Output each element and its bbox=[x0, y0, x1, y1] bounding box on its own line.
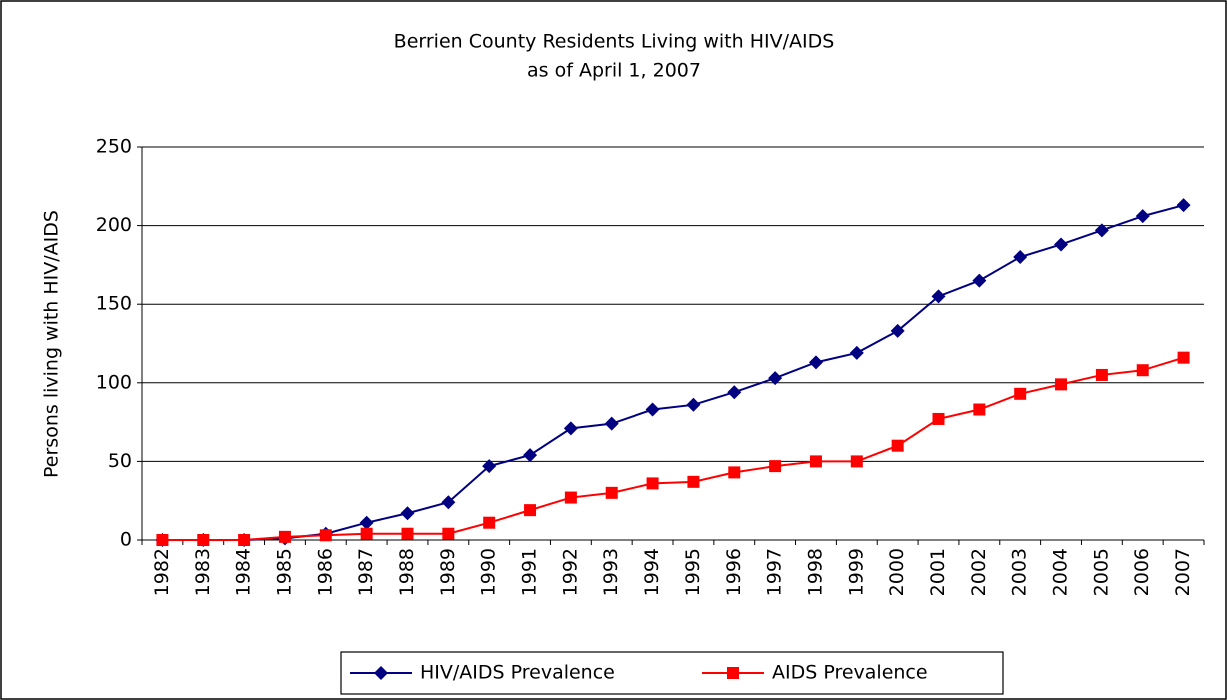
data-point bbox=[400, 506, 415, 521]
data-point bbox=[524, 504, 537, 517]
data-point bbox=[442, 527, 455, 540]
x-tick-label: 2002 bbox=[968, 548, 990, 596]
x-tick-label: 1982 bbox=[151, 548, 173, 596]
legend-label: HIV/AIDS Prevalence bbox=[420, 662, 615, 684]
data-point bbox=[809, 455, 822, 468]
data-point bbox=[728, 466, 741, 479]
data-point bbox=[564, 491, 577, 504]
data-point bbox=[360, 527, 373, 540]
data-point bbox=[401, 527, 414, 540]
data-point bbox=[319, 529, 332, 542]
x-tick-label: 1989 bbox=[437, 548, 459, 596]
data-point bbox=[973, 403, 986, 416]
data-point bbox=[359, 515, 374, 530]
x-tick-label: 2004 bbox=[1050, 548, 1072, 596]
data-point bbox=[278, 530, 291, 543]
x-tick-label: 1986 bbox=[314, 548, 336, 596]
x-tick-label: 1988 bbox=[396, 548, 418, 596]
x-tick-label: 2005 bbox=[1090, 548, 1112, 596]
data-point bbox=[808, 355, 823, 370]
x-tick-label: 2006 bbox=[1131, 548, 1153, 596]
series-line bbox=[162, 356, 1184, 541]
x-tick-label: 1987 bbox=[355, 548, 377, 596]
data-point bbox=[646, 477, 659, 490]
x-tick-label: 1984 bbox=[233, 548, 255, 596]
data-point bbox=[972, 273, 987, 288]
data-point bbox=[1135, 209, 1150, 224]
x-tick-label: 1997 bbox=[764, 548, 786, 596]
data-point bbox=[891, 439, 904, 452]
y-axis-label: Persons living with HIV/AIDS bbox=[41, 210, 63, 478]
data-point bbox=[1095, 368, 1108, 381]
chart-subtitle: as of April 1, 2007 bbox=[527, 60, 701, 82]
data-point bbox=[686, 397, 701, 412]
data-point bbox=[523, 448, 538, 463]
y-tick-label: 0 bbox=[120, 529, 132, 551]
x-tick-label: 1999 bbox=[845, 548, 867, 596]
y-tick-label: 150 bbox=[96, 293, 132, 315]
legend-label: AIDS Prevalence bbox=[772, 662, 928, 684]
data-point bbox=[727, 385, 742, 400]
data-point bbox=[769, 460, 782, 473]
data-point bbox=[768, 371, 783, 386]
data-point bbox=[849, 345, 864, 360]
legend-marker bbox=[727, 667, 739, 679]
y-tick-label: 100 bbox=[96, 371, 132, 393]
x-tick-label: 1992 bbox=[559, 548, 581, 596]
data-point bbox=[604, 416, 619, 431]
data-point bbox=[1054, 237, 1069, 252]
x-tick-label: 1994 bbox=[641, 548, 663, 596]
data-point bbox=[1177, 351, 1190, 364]
data-point bbox=[1055, 378, 1068, 391]
data-point bbox=[1094, 223, 1109, 238]
data-point bbox=[850, 455, 863, 468]
x-tick-label: 1995 bbox=[682, 548, 704, 596]
data-point bbox=[197, 534, 210, 546]
data-point bbox=[441, 495, 456, 510]
x-tick-label: 1998 bbox=[804, 548, 826, 596]
x-tick-label: 1993 bbox=[600, 548, 622, 596]
data-point bbox=[482, 459, 497, 474]
x-tick-label: 2001 bbox=[927, 548, 949, 596]
x-tick-label: 2003 bbox=[1009, 548, 1031, 596]
x-tick-label: 1990 bbox=[478, 548, 500, 596]
data-point bbox=[932, 412, 945, 425]
legend-box bbox=[340, 651, 1004, 695]
y-tick-label: 250 bbox=[96, 136, 132, 158]
data-point bbox=[1013, 250, 1028, 265]
data-point bbox=[563, 421, 578, 436]
chart-title: Berrien County Residents Living with HIV… bbox=[394, 31, 835, 53]
data-point bbox=[687, 475, 700, 488]
legend-marker bbox=[374, 666, 388, 680]
x-tick-label: 1996 bbox=[723, 548, 745, 596]
data-point bbox=[483, 516, 496, 529]
x-tick-label: 2000 bbox=[886, 548, 908, 596]
y-tick-label: 200 bbox=[96, 214, 132, 236]
x-tick-label: 1985 bbox=[273, 548, 295, 596]
data-point bbox=[931, 289, 946, 304]
x-tick-label: 1983 bbox=[192, 548, 214, 596]
x-tick-label: 2007 bbox=[1172, 548, 1194, 596]
data-point bbox=[1176, 198, 1191, 213]
data-point bbox=[1136, 364, 1149, 377]
data-point bbox=[645, 402, 660, 417]
x-tick-label: 1991 bbox=[519, 548, 541, 596]
data-point bbox=[890, 323, 905, 338]
data-point bbox=[605, 486, 618, 499]
data-point bbox=[156, 534, 169, 546]
y-tick-label: 50 bbox=[108, 450, 132, 472]
data-point bbox=[1014, 387, 1027, 400]
series-line bbox=[162, 204, 1184, 541]
data-point bbox=[238, 534, 251, 546]
